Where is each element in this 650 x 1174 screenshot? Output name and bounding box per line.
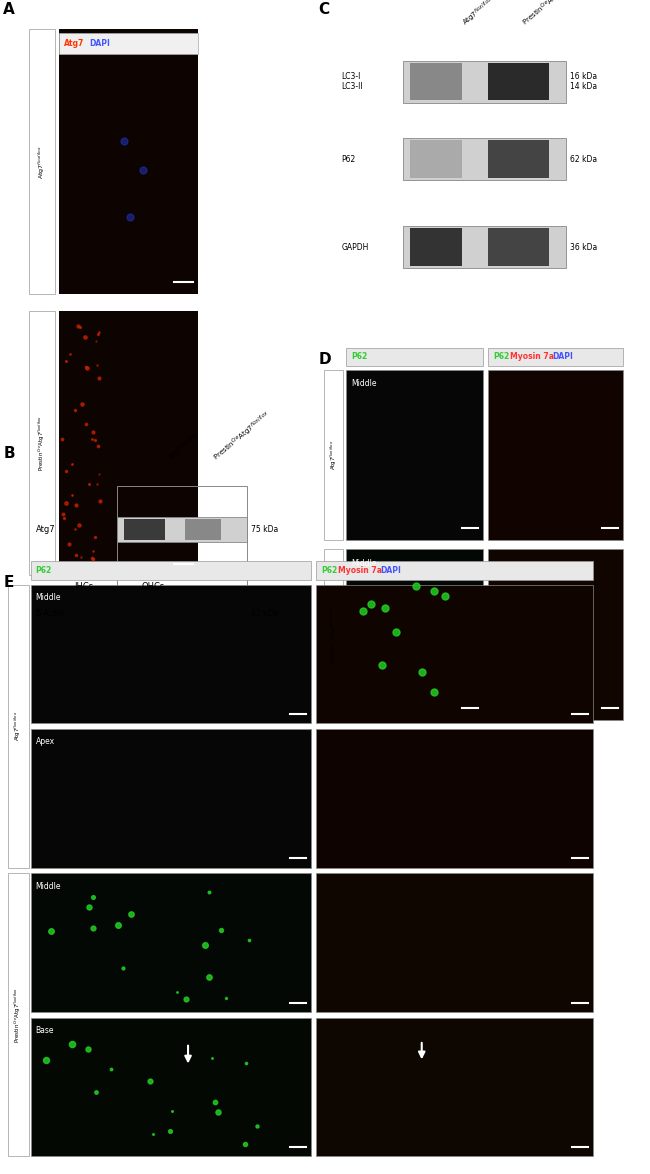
Text: DAPI: DAPI xyxy=(552,352,573,362)
Text: 62 kDa: 62 kDa xyxy=(570,155,597,163)
Bar xyxy=(31,1018,311,1156)
Bar xyxy=(317,729,593,868)
Text: Atg7$^{flox/flox}$: Atg7$^{flox/flox}$ xyxy=(460,0,497,29)
Bar xyxy=(488,348,623,366)
Text: DAPI: DAPI xyxy=(380,566,401,575)
Bar xyxy=(185,519,221,540)
Bar xyxy=(58,311,198,575)
Text: P62: P62 xyxy=(36,566,52,575)
Bar xyxy=(117,486,247,649)
Text: 36 kDa: 36 kDa xyxy=(570,243,597,251)
Text: Atg7$^{flox/flox}$: Atg7$^{flox/flox}$ xyxy=(37,144,47,178)
Text: E: E xyxy=(3,575,14,591)
Bar xyxy=(31,585,311,723)
Bar xyxy=(58,29,198,294)
Bar xyxy=(488,549,623,720)
Text: Prestin$^{Cre}$Atg7$^{flox/flox}$: Prestin$^{Cre}$Atg7$^{flox/flox}$ xyxy=(13,987,23,1043)
Text: Atg7$^{flox/flox}$: Atg7$^{flox/flox}$ xyxy=(13,711,23,741)
Text: 16 kDa
14 kDa: 16 kDa 14 kDa xyxy=(570,72,597,92)
Bar xyxy=(8,873,29,1156)
Bar xyxy=(124,519,165,540)
Text: Atg7: Atg7 xyxy=(64,39,84,48)
Text: Prestin$^{Cre}$Atg7$^{flox/flox}$: Prestin$^{Cre}$Atg7$^{flox/flox}$ xyxy=(520,0,582,29)
Text: LC3-I
LC3-II: LC3-I LC3-II xyxy=(341,72,363,92)
Text: Apex: Apex xyxy=(36,737,55,747)
Bar xyxy=(410,141,462,178)
Text: Myosin 7a: Myosin 7a xyxy=(338,566,382,575)
Text: β-Actin: β-Actin xyxy=(36,609,65,618)
Bar xyxy=(488,228,549,265)
Text: P62: P62 xyxy=(493,352,509,362)
Text: B: B xyxy=(3,446,15,461)
Bar xyxy=(31,561,311,580)
Bar xyxy=(403,139,566,181)
Text: Prestin$^{Cre}$Atg7$^{flox/flox}$: Prestin$^{Cre}$Atg7$^{flox/flox}$ xyxy=(328,607,339,662)
Text: Prestin$^{Cre}$Atg7$^{flox/flox}$: Prestin$^{Cre}$Atg7$^{flox/flox}$ xyxy=(37,416,47,471)
Text: OHCs: OHCs xyxy=(142,582,165,592)
Bar xyxy=(324,370,343,540)
Bar xyxy=(317,561,593,580)
Bar xyxy=(346,348,483,366)
Text: Atg7$^{flox/flox}$: Atg7$^{flox/flox}$ xyxy=(328,440,339,470)
Bar xyxy=(488,370,623,540)
Text: IHCs: IHCs xyxy=(74,582,93,592)
Bar xyxy=(117,600,247,626)
Bar xyxy=(124,602,169,623)
Text: Atg7$^{flox/flox}$: Atg7$^{flox/flox}$ xyxy=(166,430,203,464)
Text: Middle: Middle xyxy=(36,593,61,602)
Bar xyxy=(31,729,311,868)
Text: Middle: Middle xyxy=(351,559,376,568)
Text: 75 kDa: 75 kDa xyxy=(251,525,278,534)
Bar xyxy=(410,228,462,265)
Text: Prestin$^{Cre}$Atg7$^{flox/flox}$: Prestin$^{Cre}$Atg7$^{flox/flox}$ xyxy=(211,409,273,464)
Bar xyxy=(488,141,549,178)
Text: Atg7: Atg7 xyxy=(36,525,55,534)
Bar xyxy=(29,29,55,294)
Text: P62: P62 xyxy=(351,352,367,362)
Text: P62: P62 xyxy=(341,155,356,163)
Text: GAPDH: GAPDH xyxy=(341,243,369,251)
Bar xyxy=(185,602,230,623)
Text: Myosin 7a: Myosin 7a xyxy=(510,352,554,362)
Text: Middle: Middle xyxy=(351,379,376,389)
Text: Base: Base xyxy=(36,1026,54,1035)
Bar xyxy=(346,549,483,720)
Bar xyxy=(403,61,566,103)
Bar xyxy=(58,33,198,54)
Bar xyxy=(410,63,462,101)
Bar xyxy=(117,517,247,542)
Bar xyxy=(317,1018,593,1156)
Text: Middle: Middle xyxy=(36,882,61,891)
Text: D: D xyxy=(318,352,331,367)
Text: DAPI: DAPI xyxy=(89,39,110,48)
Bar xyxy=(317,873,593,1012)
Bar xyxy=(317,585,593,723)
Bar xyxy=(8,585,29,868)
Bar xyxy=(31,873,311,1012)
Bar xyxy=(488,63,549,101)
Text: P62: P62 xyxy=(321,566,337,575)
Text: C: C xyxy=(318,2,330,18)
Text: A: A xyxy=(3,2,15,18)
Bar xyxy=(324,549,343,720)
Bar xyxy=(346,370,483,540)
Text: 42 kDa: 42 kDa xyxy=(251,609,278,618)
Bar xyxy=(403,225,566,268)
Bar xyxy=(29,311,55,575)
